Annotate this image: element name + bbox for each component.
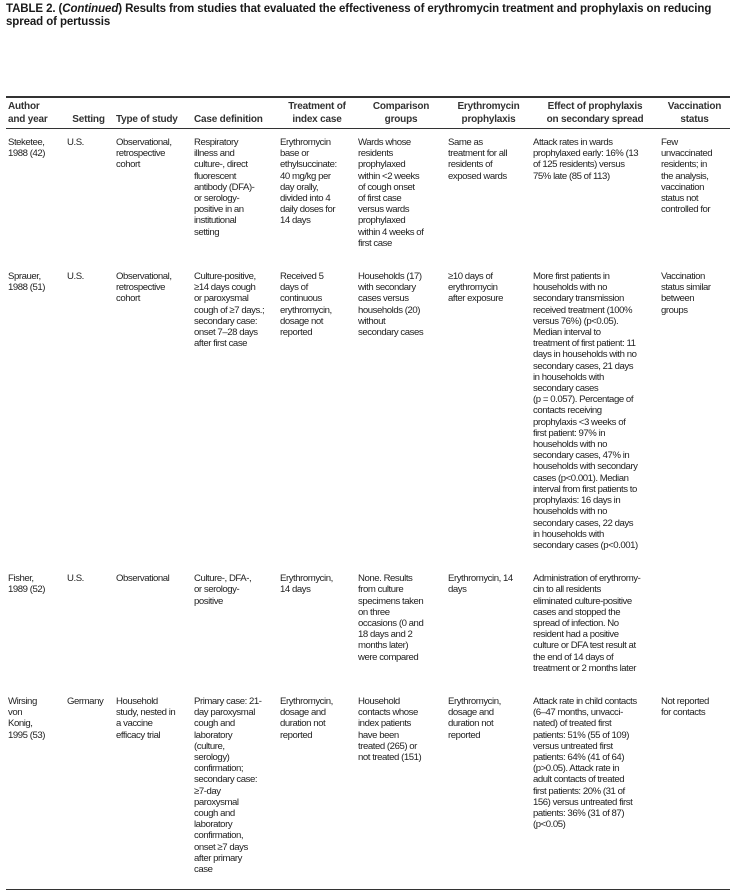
column-header-vaccination: Vaccination status	[667, 101, 722, 125]
column-header-treatment: Treatment of index case	[288, 101, 346, 125]
column-header-prophylaxis: Erythromycin prophylaxis	[457, 101, 520, 125]
cell-effect: More first patients in households with n…	[533, 271, 638, 551]
cell-comparison: Wards whose residents prophylaxed within…	[358, 137, 424, 249]
column-header-comparison: Comparison groups	[372, 101, 430, 125]
table-row: Sprauer, 1988 (51) U.S. Observational, ret…	[6, 263, 730, 565]
column-header-type: Type of study	[116, 113, 178, 125]
column-header-case-definition: Case definition	[194, 113, 263, 125]
table-row: Steketee, 1988 (42) U.S. Observational, re…	[6, 129, 730, 264]
cell-setting: U.S.	[67, 137, 84, 148]
column-header-setting: Setting	[72, 113, 105, 125]
title-prefix: TABLE 2. (	[6, 3, 63, 15]
cell-author: Wirsing von Konig, 1995 (53)	[8, 695, 46, 741]
cell-type: Observational, retrospective cohort	[116, 271, 172, 305]
cell-comparison: None. Results from culture specimens tak…	[358, 573, 424, 663]
cell-setting: Germany	[67, 695, 104, 707]
cell-setting: U.S.	[67, 271, 84, 283]
table-row: Wirsing von Konig, 1995 (53) Germany House…	[6, 688, 730, 890]
table-title: TABLE 2. (Continued) Results from studie…	[6, 3, 731, 29]
cell-treatment: Erythromycin base or ethylsuccinate: 40 …	[280, 137, 337, 227]
cell-author: Fisher, 1989 (52)	[8, 573, 46, 596]
table-header: Author and year Setting Type of study Case …	[6, 97, 730, 129]
cell-effect: Attack rates in wards prophylaxed early:…	[533, 137, 639, 182]
cell-comparison: Household contacts whose index patients …	[358, 695, 422, 763]
cell-author: Sprauer, 1988 (51)	[8, 271, 46, 294]
cell-effect: Attack rate in child contacts (6–47 mont…	[533, 695, 637, 831]
results-table: Author and year Setting Type of study Case …	[6, 96, 730, 890]
table-page: TABLE 2. (Continued) Results from studie…	[6, 3, 731, 890]
column-header-effect: Effect of prophylaxis on secondary sprea…	[546, 101, 644, 125]
cell-treatment: Erythromycin, dosage and duration not re…	[280, 695, 333, 741]
cell-setting: U.S.	[67, 573, 84, 585]
cell-comparison: Households (17) with secondary cases ver…	[358, 271, 424, 339]
column-header-author: Author and year	[8, 101, 48, 125]
table-body: Steketee, 1988 (42) U.S. Observational, re…	[6, 129, 730, 890]
cell-vaccination: Few unvaccinated residents; in the analy…	[661, 137, 713, 216]
header-row: Author and year Setting Type of study Case …	[6, 97, 730, 129]
cell-case-definition: Culture-, DFA-, or serology- positive	[194, 573, 252, 607]
cell-vaccination	[659, 565, 730, 688]
title-rest: ) Results from studies that evaluated th…	[6, 3, 712, 28]
cell-treatment: Erythromycin, 14 days	[280, 573, 333, 596]
cell-author: Steketee, 1988 (42)	[8, 137, 46, 160]
cell-vaccination: Not reported for contacts	[661, 695, 709, 719]
table-row: Fisher, 1989 (52) U.S. Observational Cultur…	[6, 565, 730, 688]
cell-prophylaxis: Same as treatment for all residents of e…	[448, 137, 508, 182]
cell-type: Observational, retrospective cohort	[116, 137, 172, 171]
cell-case-definition: Primary case: 21- day paroxysmal cough a…	[194, 695, 262, 875]
cell-treatment: Received 5 days of continuous erythromyc…	[280, 271, 332, 339]
cell-type: Household study, nested in a vaccine eff…	[116, 695, 176, 741]
cell-prophylaxis: Erythromycin, dosage and duration not re…	[448, 695, 501, 741]
cell-vaccination: Vaccination status similar between group…	[661, 271, 711, 316]
title-continued: Continued	[62, 3, 119, 15]
cell-case-definition: Respiratory illness and culture-, direct…	[194, 137, 255, 238]
cell-prophylaxis: Erythromycin, 14 days	[448, 573, 513, 596]
cell-case-definition: Culture-positive, ≥14 days cough or paro…	[194, 271, 265, 350]
cell-effect: Administration of erythromy- cin to all …	[533, 573, 641, 674]
cell-prophylaxis: ≥10 days of erythromycin after exposure	[448, 271, 504, 305]
cell-type: Observational	[116, 573, 170, 585]
